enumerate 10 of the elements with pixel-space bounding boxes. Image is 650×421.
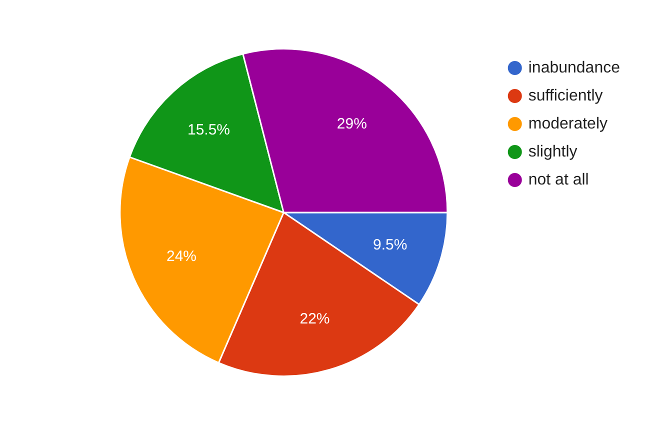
data-label: 29%	[336, 116, 367, 133]
data-label: 22%	[300, 310, 330, 328]
data-label: 15.5%	[187, 121, 230, 138]
data-label: 9.5%	[373, 236, 408, 254]
data-label: 24%	[166, 248, 197, 265]
legend-label: inabundance	[528, 59, 620, 76]
legend-label: not at all	[528, 171, 589, 188]
legend-label: moderately	[528, 115, 608, 132]
legend-label: sufficiently	[528, 87, 603, 104]
legend-label: slightly	[528, 143, 578, 160]
